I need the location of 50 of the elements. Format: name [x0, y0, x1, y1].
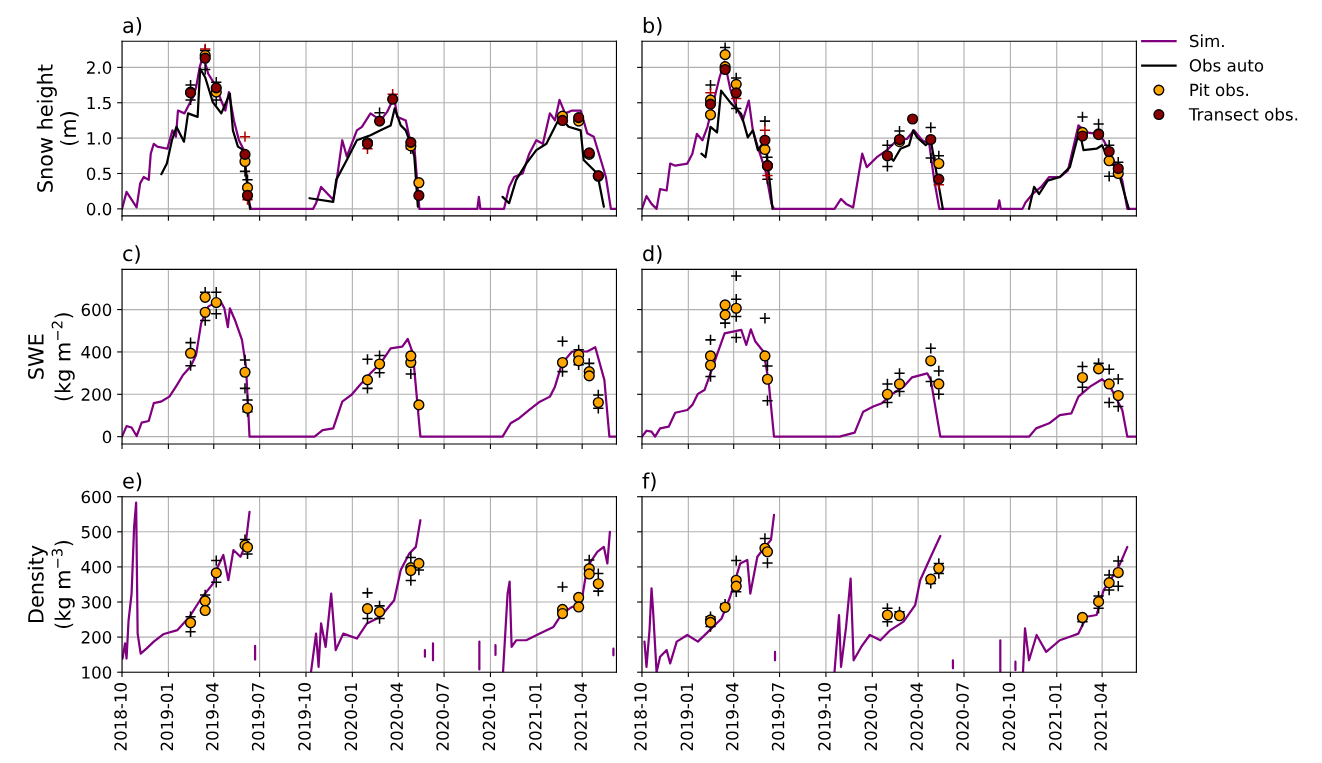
- legend-label: Obs auto: [1189, 58, 1264, 72]
- chart-title: d): [643, 245, 662, 264]
- x-tick-label: 2021-04: [574, 682, 588, 751]
- y-tick-label: 600: [81, 490, 112, 504]
- x-tick-label: 2021-04: [1094, 682, 1107, 751]
- x-tick-label: 2019-04: [725, 682, 739, 751]
- x-tick-label: 2020-10: [1002, 683, 1016, 751]
- x-tick-label: 2020-01: [864, 683, 878, 751]
- legend-label: Transect obs.: [1188, 107, 1298, 121]
- x-tick-label: 2019-10: [818, 683, 831, 751]
- y-tick-label: 0: [102, 430, 112, 444]
- y-axis-title: Snow height (m): [36, 64, 79, 192]
- x-tick-label: 2019-01: [680, 683, 694, 751]
- x-tick-label: 2020-10: [482, 683, 496, 751]
- y-axis-title: Density (kg m$^{−3}$): [27, 540, 75, 629]
- x-tick-label: 2019-07: [251, 683, 265, 751]
- x-tick-label: 2021-01: [529, 683, 542, 751]
- x-tick-label: 2018-10: [114, 683, 127, 751]
- x-tick-label: 2021-01: [1048, 683, 1062, 751]
- chart-title: a): [123, 17, 142, 36]
- legend-label: Pit obs.: [1190, 83, 1248, 97]
- y-tick-label: 500: [81, 525, 112, 539]
- legend-label: Sim.: [1189, 34, 1224, 48]
- y-tick-label: 300: [81, 595, 112, 609]
- y-tick-label: 600: [81, 303, 112, 317]
- y-tick-label: 0.0: [86, 202, 112, 216]
- y-tick-label: 0.5: [86, 167, 111, 181]
- x-tick-label: 2020-07: [436, 683, 449, 751]
- y-tick-label: 400: [81, 345, 112, 359]
- x-tick-label: 2019-10: [298, 683, 311, 751]
- y-tick-label: 100: [82, 666, 112, 679]
- x-tick-label: 2019-01: [160, 683, 174, 751]
- y-tick-label: 400: [81, 560, 112, 574]
- x-tick-label: 2019-04: [205, 682, 219, 751]
- chart-title: b): [643, 17, 662, 36]
- chart-title: f): [642, 472, 656, 492]
- chart-title: e): [123, 472, 142, 492]
- x-tick-label: 2020-01: [344, 683, 358, 751]
- y-tick-label: 200: [81, 388, 112, 401]
- y-axis-title: SWE (kg m$^{−2}$): [28, 313, 75, 401]
- x-tick-label: 2020-07: [956, 683, 969, 751]
- chart-title: c): [123, 245, 140, 264]
- y-tick-label: 2.0: [87, 61, 112, 74]
- x-tick-label: 2018-10: [634, 683, 647, 751]
- x-tick-label: 2019-07: [771, 683, 785, 751]
- y-tick-label: 1.0: [87, 132, 112, 145]
- y-tick-label: 1.5: [87, 96, 111, 110]
- x-tick-label: 2020-04: [910, 682, 923, 751]
- x-tick-label: 2020-04: [390, 682, 404, 751]
- y-tick-label: 200: [81, 631, 112, 644]
